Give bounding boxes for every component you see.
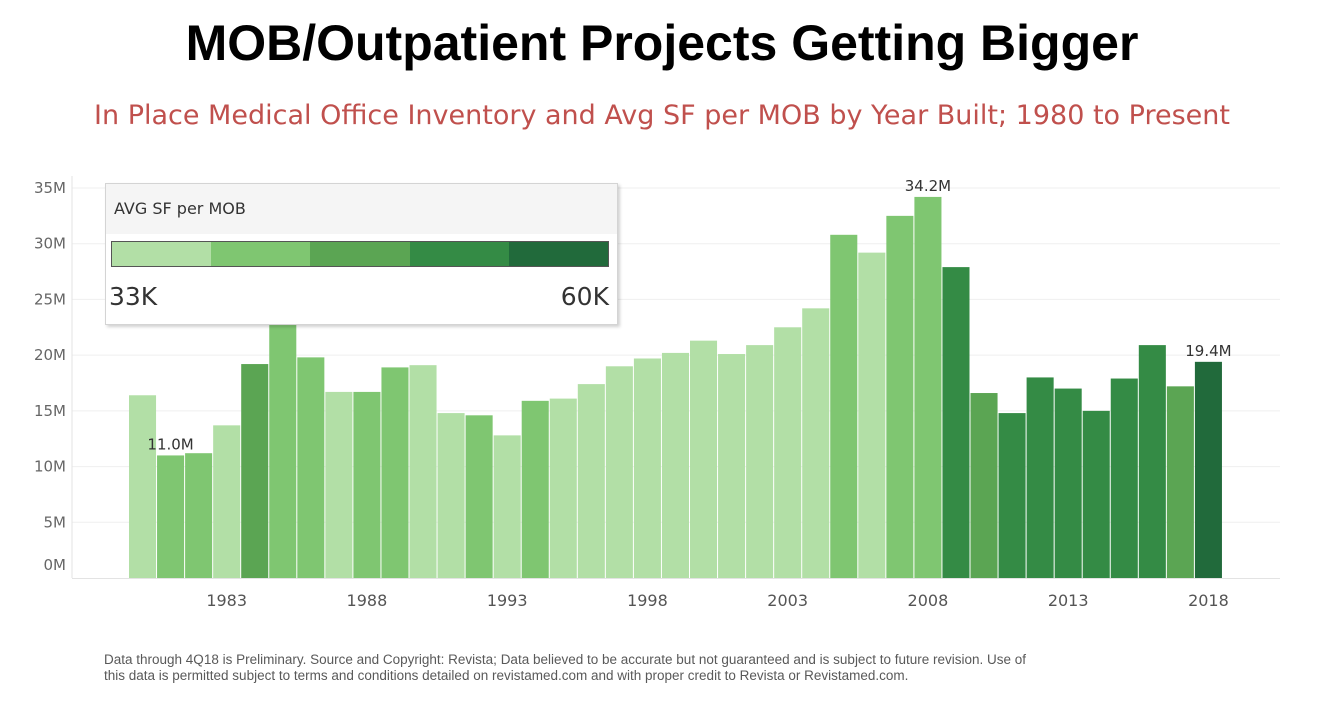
y-tick-label: 15M <box>34 402 66 420</box>
y-tick-label: 35M <box>34 179 66 197</box>
bar-1994 <box>521 400 549 578</box>
bar-2013 <box>1054 388 1082 578</box>
footnote-line-2: this data is permitted subject to terms … <box>104 668 909 683</box>
bar-1999 <box>661 352 689 578</box>
bar-1983 <box>213 425 241 578</box>
bar-2000 <box>690 340 718 578</box>
bar-2008 <box>914 196 942 578</box>
y-tick-label: 0M <box>44 556 67 574</box>
bar-1995 <box>549 398 577 578</box>
x-tick-label: 2003 <box>767 591 808 610</box>
legend-swatch-2 <box>211 242 311 266</box>
data-label-2018: 19.4M <box>1185 342 1231 360</box>
chart-subtitle: In Place Medical Office Inventory and Av… <box>94 100 1230 131</box>
bar-2011 <box>998 413 1026 578</box>
bar-1984 <box>241 364 269 578</box>
color-legend[interactable]: AVG SF per MOB 33K 60K <box>105 183 618 325</box>
source-footnote: Data through 4Q18 is Preliminary. Source… <box>104 652 1214 684</box>
bar-1992 <box>465 415 493 578</box>
bar-1985 <box>269 325 297 578</box>
bar-1990 <box>409 365 437 578</box>
legend-swatch-1 <box>112 242 212 266</box>
data-label-1981: 11.0M <box>147 435 193 453</box>
y-tick-label: 5M <box>44 513 67 531</box>
legend-swatch-5 <box>508 242 609 266</box>
data-label-2008: 34.2M <box>905 177 951 195</box>
y-tick-label: 20M <box>34 346 66 364</box>
bar-2003 <box>774 327 802 578</box>
bar-1981 <box>157 455 185 578</box>
x-tick-label: 1998 <box>627 591 668 610</box>
legend-color-ramp <box>111 241 609 267</box>
legend-swatch-3 <box>310 242 410 266</box>
footnote-line-1: Data through 4Q18 is Preliminary. Source… <box>104 652 1027 667</box>
legend-min-label: 33K <box>109 282 158 311</box>
x-tick-label: 2008 <box>908 591 949 610</box>
bar-1980 <box>129 395 157 578</box>
chart-title: MOB/Outpatient Projects Getting Bigger <box>185 15 1139 71</box>
bar-1989 <box>381 367 409 578</box>
bar-1986 <box>297 357 325 578</box>
bar-2007 <box>886 215 914 579</box>
bar-2004 <box>802 308 830 578</box>
x-tick-label: 1988 <box>347 591 388 610</box>
bar-1982 <box>185 453 213 578</box>
legend-swatch-4 <box>409 242 509 266</box>
bar-1998 <box>633 358 661 578</box>
bar-2009 <box>942 267 970 578</box>
x-tick-label: 1993 <box>487 591 528 610</box>
bar-1996 <box>577 384 605 578</box>
y-tick-label: 10M <box>34 458 66 476</box>
bar-1993 <box>493 435 521 578</box>
bar-2014 <box>1082 410 1110 578</box>
bar-2015 <box>1110 378 1138 578</box>
bar-1988 <box>353 391 381 578</box>
x-tick-label: 2013 <box>1048 591 1089 610</box>
bar-2001 <box>718 354 746 578</box>
bar-2010 <box>970 393 998 578</box>
bar-2002 <box>746 345 774 578</box>
y-tick-label: 25M <box>34 290 66 308</box>
bar-1987 <box>325 391 353 578</box>
x-tick-label: 1983 <box>206 591 247 610</box>
bar-1997 <box>605 366 633 578</box>
bar-2018 <box>1194 361 1222 578</box>
bar-2005 <box>830 234 858 579</box>
bar-2017 <box>1166 386 1194 578</box>
bar-2012 <box>1026 377 1054 578</box>
legend-title: AVG SF per MOB <box>106 184 617 234</box>
bar-2006 <box>858 252 886 578</box>
y-tick-label: 30M <box>34 235 66 253</box>
bar-1991 <box>437 413 465 578</box>
x-tick-label: 2018 <box>1188 591 1229 610</box>
bar-2016 <box>1138 345 1166 578</box>
legend-max-label: 60K <box>560 282 609 311</box>
